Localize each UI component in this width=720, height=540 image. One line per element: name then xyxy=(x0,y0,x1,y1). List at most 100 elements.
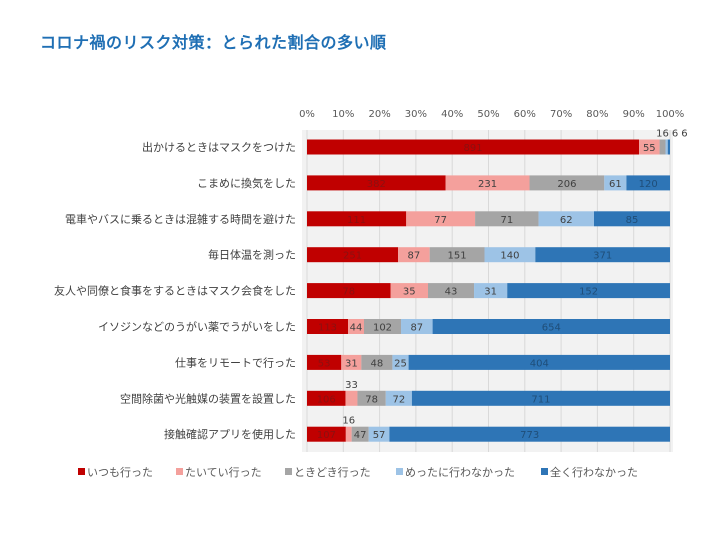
category-label: 空間除菌や光触媒の装置を設置した xyxy=(120,391,296,405)
legend-swatch xyxy=(176,468,183,475)
data-label: 78 xyxy=(365,394,378,405)
data-label: 404 xyxy=(530,358,549,369)
data-label: 6 xyxy=(681,129,687,140)
bar-segment xyxy=(345,426,352,442)
data-label: 654 xyxy=(542,323,561,334)
data-label: 102 xyxy=(373,323,392,334)
x-tick-label: 90% xyxy=(623,109,645,120)
data-label: 891 xyxy=(463,143,482,154)
category-label: イソジンなどのうがい薬でうがいをした xyxy=(98,320,296,334)
bar-segment xyxy=(626,175,670,191)
bar-segment xyxy=(529,175,605,191)
data-label: 85 xyxy=(626,215,639,226)
data-label: 33 xyxy=(345,380,358,391)
x-tick-label: 50% xyxy=(477,109,499,120)
category-label: 友人や同僚と食事をするときはマスク会食をした xyxy=(54,284,296,298)
bar-segment xyxy=(665,139,668,155)
bar-segment xyxy=(398,247,430,263)
bar-segment xyxy=(411,390,670,406)
data-label: 72 xyxy=(392,394,405,405)
x-tick-label: 20% xyxy=(368,109,390,120)
bar-segment xyxy=(307,319,349,334)
data-label: 53 xyxy=(318,358,331,369)
data-label: 78 xyxy=(342,287,355,298)
bar-segment xyxy=(341,354,362,370)
data-label: 151 xyxy=(448,251,467,262)
data-label: 71 xyxy=(500,215,513,226)
legend-swatch xyxy=(285,468,292,475)
legend-swatch xyxy=(396,468,403,475)
category-label: 接触確認アプリを使用した xyxy=(164,427,296,441)
legend-swatch xyxy=(541,468,548,475)
data-label: 87 xyxy=(410,323,423,334)
data-label: 25 xyxy=(394,358,407,369)
data-label: 31 xyxy=(484,287,497,298)
legend-label: 全く行わなかった xyxy=(550,465,638,479)
bar-segment xyxy=(351,426,369,442)
data-label: 711 xyxy=(531,394,550,405)
x-tick-label: 100% xyxy=(656,109,685,120)
data-label: 6 xyxy=(672,129,678,140)
data-label: 16 xyxy=(656,129,669,140)
bar-segment xyxy=(445,175,530,191)
data-label: 107 xyxy=(317,430,336,441)
data-label: 120 xyxy=(639,179,658,190)
bar-segment xyxy=(507,283,670,299)
legend-label: ときどき行った xyxy=(294,466,371,479)
x-tick-label: 30% xyxy=(405,109,427,120)
data-label: 47 xyxy=(354,430,367,441)
bar-segment xyxy=(408,354,670,370)
data-label: 87 xyxy=(408,251,421,262)
bar-segment xyxy=(429,247,485,263)
legend-label: いつも行った xyxy=(87,466,153,479)
bar-segment xyxy=(604,175,627,191)
bar-segment xyxy=(428,283,475,299)
x-tick-label: 40% xyxy=(441,109,463,120)
bar-segment xyxy=(307,354,342,370)
bar-segment xyxy=(594,211,670,227)
data-label: 44 xyxy=(350,323,363,334)
category-label: 仕事をリモートで行った xyxy=(175,356,296,369)
bar-segment xyxy=(406,211,476,227)
bar-segment xyxy=(389,426,670,442)
data-label: 61 xyxy=(609,179,622,190)
data-label: 251 xyxy=(343,251,362,262)
data-label: 231 xyxy=(478,179,497,190)
x-tick-label: 80% xyxy=(586,109,608,120)
data-label: 48 xyxy=(371,358,384,369)
data-label: 382 xyxy=(367,179,386,190)
category-label: こまめに換気をした xyxy=(197,176,296,190)
data-label: 371 xyxy=(593,251,612,262)
legend-label: たいてい行った xyxy=(185,466,262,479)
bar-segment xyxy=(307,247,399,263)
bar-segment xyxy=(392,354,409,370)
bar-segment xyxy=(659,139,666,155)
x-tick-label: 0% xyxy=(299,109,315,120)
bar-segment xyxy=(307,390,346,406)
category-label: 出かけるときはマスクをつけた xyxy=(142,140,296,154)
bar-segment xyxy=(535,247,670,263)
x-tick-label: 70% xyxy=(550,109,572,120)
data-label: 111 xyxy=(347,215,366,226)
x-tick-label: 60% xyxy=(514,109,536,120)
bar-segment xyxy=(368,426,390,442)
bar-segment xyxy=(307,426,346,442)
chart-title: コロナ禍のリスク対策：とられた割合の多い順 xyxy=(40,33,387,52)
data-label: 773 xyxy=(520,430,539,441)
bar-segment xyxy=(357,390,386,406)
data-label: 62 xyxy=(560,215,573,226)
data-label: 55 xyxy=(643,143,656,154)
bar-segment xyxy=(307,283,391,299)
data-label: 140 xyxy=(500,251,519,262)
bar-segment xyxy=(401,319,433,334)
bar-segment xyxy=(361,354,393,370)
bar-segment xyxy=(538,211,595,227)
bar-segment xyxy=(475,211,539,227)
data-label: 57 xyxy=(373,430,386,441)
data-label: 206 xyxy=(557,179,576,190)
data-label: 113 xyxy=(318,323,337,334)
legend-label: めったに行わなかった xyxy=(405,466,515,479)
bar-segment xyxy=(667,139,670,155)
